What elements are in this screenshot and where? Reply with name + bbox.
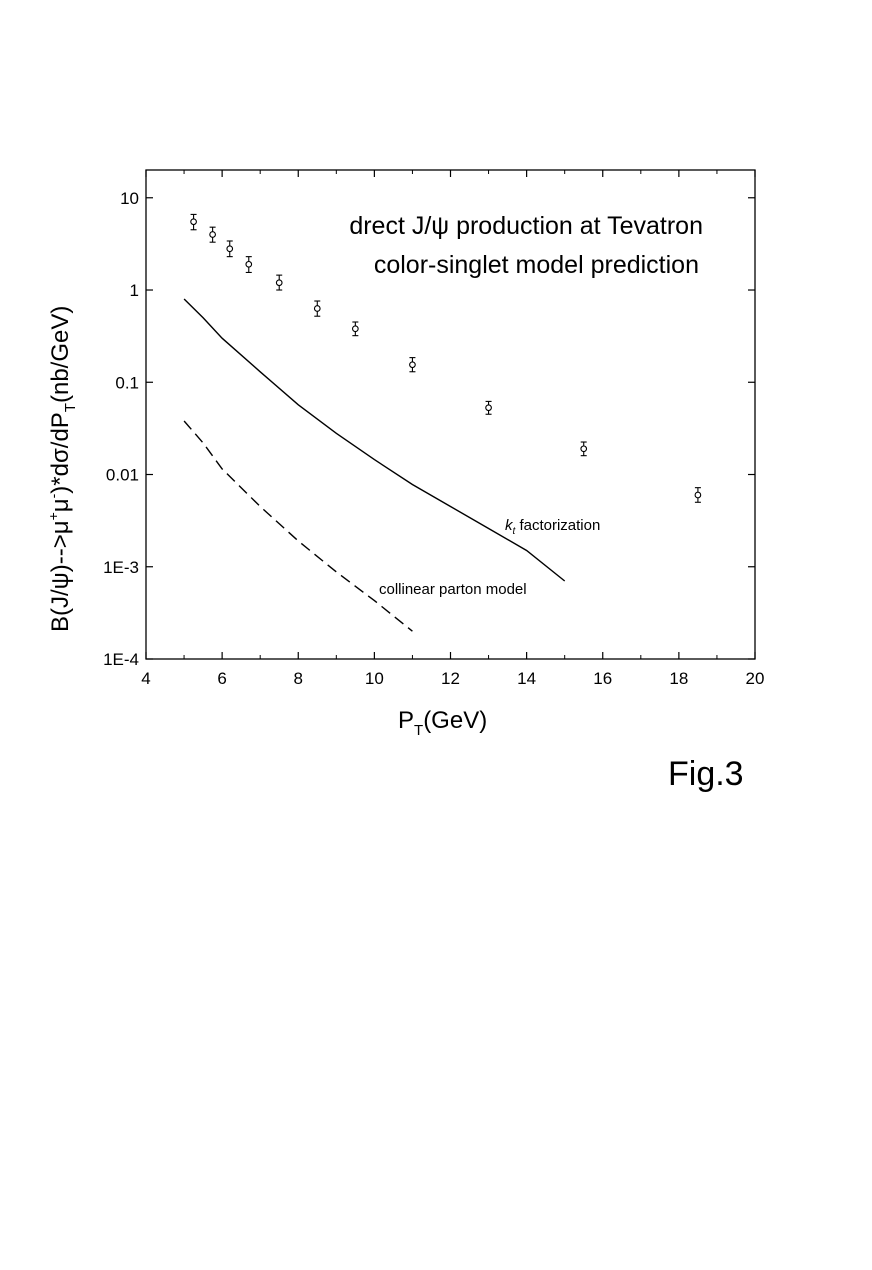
data-point (275, 279, 283, 287)
y-label-sup1: + (45, 512, 61, 520)
data-point (351, 325, 359, 333)
y-label-sub: T (62, 403, 79, 412)
y-tick-label: 10 (120, 189, 139, 208)
data-point (190, 218, 197, 226)
x-label-sub: T (414, 722, 423, 739)
series-lines (183, 298, 566, 632)
x-label-rest: (GeV) (423, 707, 487, 734)
y-tick-label: 0.1 (115, 373, 139, 392)
y-tick-label: 1 (130, 281, 139, 300)
y-axis-label: B(J/ψ)-->μ+μ-)*dσ/dPT(nb/GeV) (45, 306, 79, 632)
collinear-label: collinear parton model (379, 581, 527, 598)
x-tick-label: 10 (365, 669, 384, 688)
data-point (694, 491, 702, 499)
data-point (485, 404, 492, 412)
data-point (209, 231, 216, 238)
kt-k: k (505, 517, 514, 534)
data-point (409, 361, 416, 369)
y-label-p1: B(J/ψ)-->μ (47, 520, 74, 632)
kt-factorization-label: kt factorization (505, 517, 600, 537)
x-tick-label: 20 (746, 669, 765, 688)
x-label-main: P (398, 707, 414, 734)
collinear-parton-curve (183, 420, 413, 632)
x-tick-label: 4 (141, 669, 150, 688)
y-label-p3: )*dσ/dP (47, 412, 74, 494)
figure-label: Fig.3 (668, 755, 744, 793)
data-point (245, 260, 253, 268)
x-tick-label: 8 (294, 669, 303, 688)
data-points (190, 213, 702, 503)
x-tick-label: 12 (441, 669, 460, 688)
axis-ticks: 4 6 8 10 12 14 16 18 20 10 1 0.1 0.01 1E-3 1E-4 (103, 170, 764, 688)
x-tick-label: 16 (593, 669, 612, 688)
chart-subtitle: color-singlet model prediction (374, 251, 699, 279)
y-label-p2: μ (47, 498, 74, 512)
x-tick-label: 6 (217, 669, 226, 688)
y-tick-label: 0.01 (106, 466, 139, 485)
data-point (313, 305, 321, 312)
y-label-sup2: - (45, 493, 61, 498)
data-point (226, 245, 234, 253)
y-tick-label: 1E-3 (103, 558, 139, 577)
kt-factorization-curve (183, 298, 566, 582)
x-tick-label: 18 (669, 669, 688, 688)
y-tick-label: 1E-4 (103, 650, 139, 669)
chart-title: drect J/ψ production at Tevatron (349, 212, 703, 240)
x-axis-label: PT(GeV) (398, 707, 487, 739)
kt-rest: factorization (515, 517, 600, 534)
x-tick-label: 14 (517, 669, 536, 688)
kt-sub: t (513, 526, 517, 537)
data-point (580, 445, 588, 453)
y-label-p4: (nb/GeV) (47, 306, 74, 403)
